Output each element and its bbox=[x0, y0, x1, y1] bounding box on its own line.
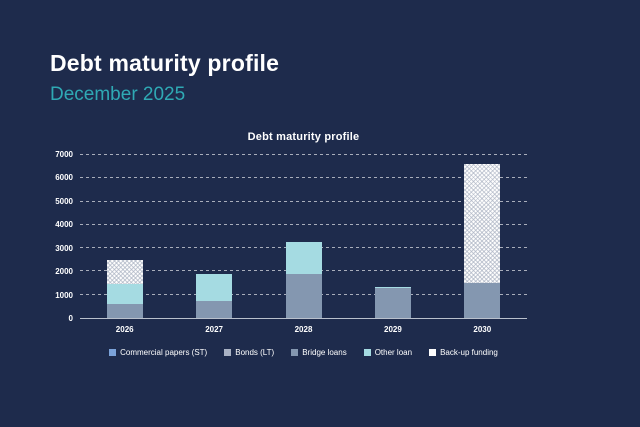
bar-segment-bridge-loans-2028 bbox=[285, 273, 322, 318]
y-tick-label: 6000 bbox=[55, 173, 73, 183]
page-subtitle: December 2025 bbox=[50, 84, 186, 105]
plot-wrap: 0 1000 2000 3000 4000 5000 6000 7000 bbox=[50, 151, 542, 323]
bar-segment-back-up-funding-2026 bbox=[106, 259, 143, 285]
bar-segment-other-loan-2026 bbox=[106, 284, 143, 305]
page-title: Debt maturity profile bbox=[50, 50, 280, 76]
legend-item-bonds-lt: Bonds (LT) bbox=[224, 348, 274, 357]
x-tick-label-2027: 2027 bbox=[205, 325, 223, 334]
page-header: Debt maturity profile December 2025 bbox=[50, 50, 279, 106]
legend-label-bridge-loans: Bridge loans bbox=[302, 348, 347, 357]
chart-legend: Commercial papers (ST) Bonds (LT) Bridge l… bbox=[80, 348, 527, 357]
x-tick-label-2030: 2030 bbox=[473, 325, 492, 334]
legend-item-commercial-papers-st: Commercial papers (ST) bbox=[109, 348, 207, 357]
bar-segment-back-up-funding-2030 bbox=[464, 164, 501, 284]
legend-swatch-commercial-papers-st bbox=[109, 349, 117, 356]
legend-swatch-back-up-funding bbox=[429, 349, 437, 356]
x-axis-labels: 2026 2027 2028 2029 2030 bbox=[80, 324, 527, 336]
y-tick-label: 1000 bbox=[55, 290, 73, 300]
legend-label-bonds-lt: Bonds (LT) bbox=[235, 348, 275, 357]
bar-segment-bridge-loans-2026 bbox=[106, 304, 143, 318]
legend-item-bridge-loans: Bridge loans bbox=[291, 348, 347, 357]
x-tick-label-2026: 2026 bbox=[115, 325, 134, 334]
gridline-6000 bbox=[80, 177, 527, 179]
plot-area bbox=[80, 154, 527, 319]
y-tick-label: 0 bbox=[68, 314, 73, 323]
chart-title: Debt maturity profile bbox=[247, 131, 360, 143]
legend-swatch-other-loan bbox=[363, 349, 371, 356]
legend-label-other-loan: Other loan bbox=[374, 348, 413, 357]
debt-maturity-chart: Debt maturity profile 0 1000 2000 3000 4000 5… bbox=[50, 131, 542, 357]
gridline-5000 bbox=[80, 200, 527, 202]
bar-segment-bridge-loans-2027 bbox=[196, 300, 233, 318]
y-tick-label: 2000 bbox=[55, 267, 73, 277]
bar-segment-other-loan-2028 bbox=[285, 242, 322, 274]
legend-label-back-up-funding: Back-up funding bbox=[440, 348, 498, 357]
legend-item-other-loan: Other loan bbox=[363, 348, 413, 357]
bar-segment-other-loan-2027 bbox=[196, 273, 233, 301]
y-tick-label: 4000 bbox=[55, 220, 73, 230]
x-tick-label-2028: 2028 bbox=[294, 325, 313, 334]
legend-label-commercial-papers-st: Commercial papers (ST) bbox=[120, 348, 208, 357]
legend-item-back-up-funding: Back-up funding bbox=[429, 348, 498, 357]
y-axis-labels: 0 1000 2000 3000 4000 5000 6000 7000 bbox=[50, 151, 76, 323]
y-tick-label: 5000 bbox=[55, 196, 73, 206]
y-tick-label: 7000 bbox=[55, 150, 73, 159]
gridline-4000 bbox=[80, 223, 527, 225]
gridline-7000 bbox=[80, 154, 527, 155]
bar-segment-other-loan-2029 bbox=[374, 286, 411, 288]
y-tick-label: 3000 bbox=[55, 243, 73, 253]
bar-segment-bridge-loans-2029 bbox=[374, 287, 411, 318]
bar-segment-bridge-loans-2030 bbox=[464, 283, 501, 318]
legend-swatch-bridge-loans bbox=[291, 349, 299, 356]
legend-swatch-bonds-lt bbox=[224, 349, 232, 356]
x-tick-label-2029: 2029 bbox=[383, 325, 402, 334]
